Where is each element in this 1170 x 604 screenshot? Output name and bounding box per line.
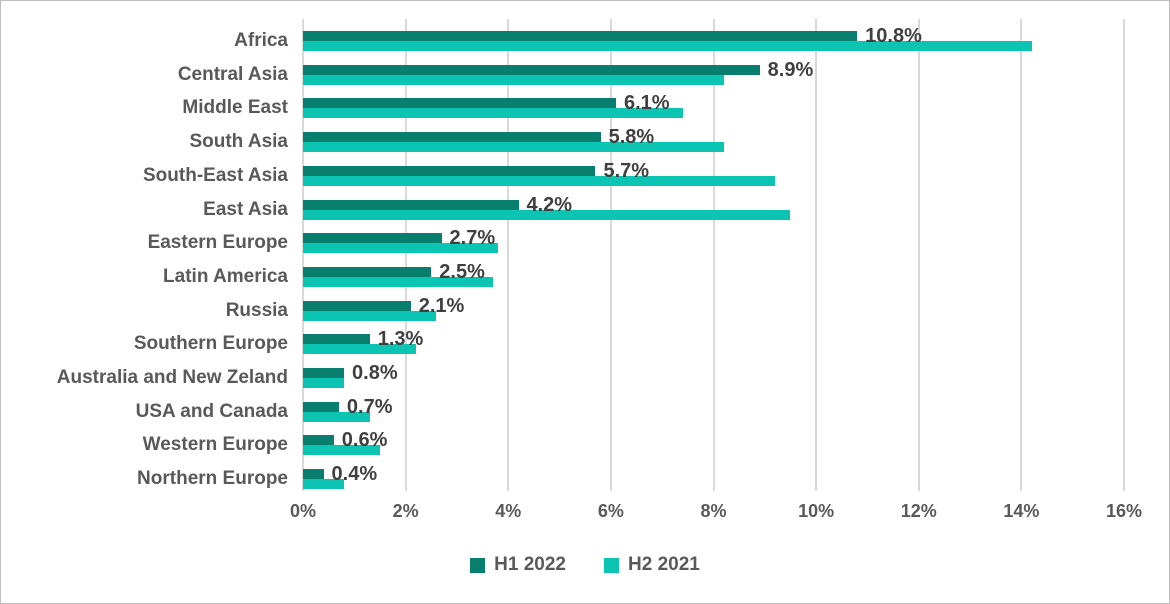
bar-h2-2021 [303, 276, 493, 287]
gridline [712, 19, 715, 491]
data-label: 0.6% [341, 429, 388, 452]
data-label: 6.1% [624, 92, 670, 115]
legend-swatch-icon [470, 557, 486, 573]
category-row: Northern Europe 0.4% [137, 457, 1124, 491]
data-label: 10.8% [865, 25, 922, 47]
bar-h2-2021 [303, 142, 724, 153]
category-row: Latin America 2.5% [163, 255, 1124, 289]
bar-h2-2021 [303, 344, 416, 355]
bar-h1-2022 [303, 199, 519, 210]
data-label: 0.7% [346, 395, 393, 418]
bar-h1-2022 [303, 401, 339, 412]
bar-h2-2021 [303, 479, 345, 490]
gridline [1020, 19, 1023, 491]
category-label: Eastern Europe [147, 232, 288, 254]
bar-h1-2022 [303, 233, 442, 244]
data-label: 8.9% [767, 58, 814, 81]
bar-h2-2021 [303, 74, 724, 85]
bar-h1-2022 [303, 165, 596, 176]
legend-swatch-icon [604, 557, 619, 573]
x-axis-tick-label: 8% [700, 501, 727, 521]
bar-h1-2022 [303, 31, 858, 41]
category-row: South Asia 5.8% [189, 120, 1124, 154]
x-axis-tick-label: 10% [798, 501, 835, 521]
category-label: Central Asia [177, 63, 288, 85]
legend-entry-h1-2022: H1 2022 [470, 554, 566, 576]
data-label: 5.7% [603, 159, 650, 182]
gridline [815, 19, 818, 491]
bar-h1-2022 [303, 469, 324, 480]
bar-h2-2021 [303, 108, 683, 119]
category-label: Middle East [182, 97, 288, 119]
bar-h1-2022 [303, 132, 601, 143]
data-label: 2.1% [418, 294, 465, 317]
bar-h2-2021 [303, 411, 370, 422]
x-axis-tick-label: 4% [495, 501, 522, 521]
gridline [302, 19, 304, 491]
category-label: Latin America [163, 265, 288, 287]
category-row: Africa 10.8% [234, 19, 1124, 53]
data-label: 2.5% [439, 260, 485, 283]
category-label: South Asia [189, 131, 288, 153]
gridline [1123, 19, 1125, 491]
category-label: Northern Europe [137, 468, 288, 490]
legend-label: H1 2022 [494, 554, 566, 575]
data-label: 5.8% [608, 126, 655, 149]
x-axis-tick-label: 16% [1105, 501, 1143, 521]
bar-h1-2022 [303, 266, 432, 277]
category-label: Africa [234, 30, 288, 51]
category-row: Eastern Europe 2.7% [148, 221, 1124, 255]
category-row: Australia and New Zeland 0.8% [57, 356, 1124, 390]
gridline [917, 19, 920, 491]
category-row: Central Asia 8.9% [178, 53, 1124, 87]
category-label: Russia [225, 299, 288, 321]
gridline [404, 19, 407, 491]
category-label: South-East Asia [143, 164, 288, 186]
bar-h2-2021 [303, 310, 437, 321]
category-label: USA and Canada [135, 400, 288, 422]
bar-h2-2021 [303, 243, 498, 254]
bar-h1-2022 [303, 98, 616, 109]
x-axis-tick-label: 14% [1003, 501, 1040, 521]
bar-h2-2021 [303, 378, 345, 389]
category-row: Southern Europe 1.3% [134, 322, 1124, 356]
bar-h2-2021 [303, 445, 380, 456]
bar-h2-2021 [303, 209, 791, 220]
category-label: East Asia [203, 198, 288, 220]
category-row: East Asia 4.2% [203, 188, 1124, 222]
data-label: 0.4% [331, 463, 378, 486]
category-row: Russia 2.1% [226, 289, 1124, 323]
data-label: 4.2% [526, 193, 573, 216]
bar-h1-2022 [303, 300, 411, 311]
x-axis: 0% 2% 4% 6% 8% 10% 12% 14% 16% [290, 501, 1142, 525]
bar-h1-2022 [303, 368, 345, 379]
bar-h1-2022 [303, 435, 334, 446]
x-axis-tick-label: 6% [597, 501, 624, 521]
gridline [507, 19, 510, 491]
gridline [609, 19, 612, 491]
category-row: Western Europe 0.6% [143, 423, 1124, 457]
x-axis-tick-label: 0% [289, 501, 317, 521]
bar-h2-2021 [303, 41, 1032, 51]
bar-h2-2021 [303, 175, 776, 186]
x-axis-tick-label: 12% [900, 501, 937, 521]
category-label: Australia and New Zeland [56, 367, 288, 389]
category-row: South-East Asia 5.7% [143, 154, 1124, 188]
bar-h1-2022 [303, 334, 370, 345]
legend-entry-h2-2021: H2 2021 [604, 554, 700, 576]
data-label: 1.3% [377, 328, 424, 351]
plot-area: Africa 10.8% Central Asia 8.9% Middle East 6.… [57, 19, 1125, 491]
x-axis-tick-label: 2% [392, 501, 419, 521]
data-label: 0.8% [352, 362, 398, 385]
bar-h1-2022 [303, 64, 760, 75]
category-label: Western Europe [142, 434, 288, 456]
category-label: Southern Europe [133, 333, 288, 355]
category-row: USA and Canada 0.7% [136, 390, 1124, 424]
legend: H1 2022 H2 2021 [1, 554, 1169, 576]
legend-label: H2 2021 [628, 554, 700, 575]
data-label: 2.7% [449, 227, 496, 250]
category-row: Middle East 6.1% [182, 86, 1124, 120]
